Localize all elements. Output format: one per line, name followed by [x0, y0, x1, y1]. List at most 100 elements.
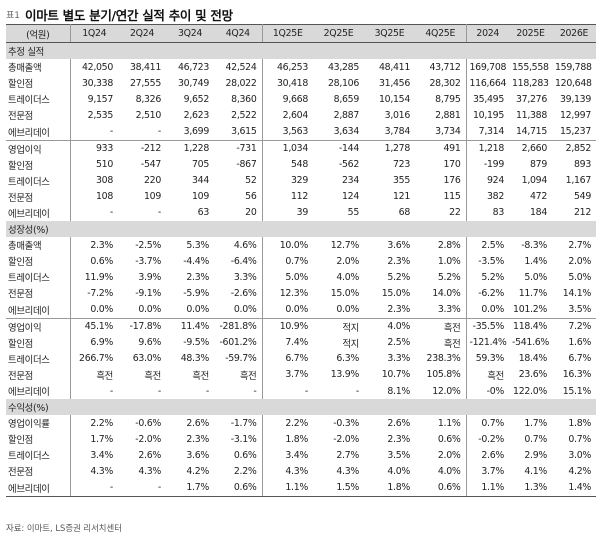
table-cell: 2,852: [552, 139, 596, 157]
table-cell: 14.1%: [562, 287, 592, 299]
table-cell: 108: [96, 191, 113, 203]
table-cell: 924: [487, 175, 504, 187]
table-cell: 1.1%: [466, 479, 509, 497]
table-cell: 234: [342, 175, 359, 187]
table-row: 전문점 -7.2% -9.1% -5.9% -2.6% 12.3% 15.0% 15.0% 14…: [6, 285, 596, 302]
table-cell: 5.0%: [524, 271, 547, 283]
table-cell: 124: [342, 191, 359, 203]
row-label: 전문점: [6, 463, 71, 480]
table-cell: 39: [296, 207, 309, 219]
table-cell: 2,623: [183, 109, 210, 121]
table-cell: 2.6%: [186, 417, 209, 429]
table-cell: -9.1%: [135, 287, 161, 299]
table-cell: 5.0%: [285, 271, 308, 283]
table-cell: 0.0%: [138, 304, 161, 316]
table-cell: -1.7%: [214, 415, 263, 432]
table-cell: 2.6%: [138, 449, 161, 461]
table-cell: 1.8%: [364, 479, 415, 497]
table-cell: 23.6%: [518, 369, 548, 381]
table-cell: -731: [214, 139, 263, 157]
table-cell: 2,510: [135, 109, 162, 121]
table-cell: 238.3%: [415, 350, 467, 367]
table-cell: 9,157: [87, 93, 114, 105]
table-cell: 4.0%: [415, 463, 467, 480]
table-cell: 1.4%: [524, 255, 547, 267]
row-label: 트레이더스: [6, 269, 71, 286]
table-cell: 15.0%: [330, 287, 360, 299]
table-cell: 169,708: [469, 61, 507, 73]
table-cell: 4.0%: [364, 317, 415, 335]
table-cell: 6.7%: [285, 353, 308, 365]
table-cell: 4.3%: [336, 465, 359, 477]
table-cell: 105.8%: [415, 366, 467, 383]
table-row: 영업이익 45.1% -17.8% 11.4% -281.8% 10.9% 적지 4.0% 흑전…: [6, 317, 596, 335]
table-cell: 2.3%: [387, 255, 410, 267]
table-cell: 6.3%: [336, 353, 359, 365]
row-label: 할인점: [6, 75, 71, 92]
table-cell: -: [157, 207, 161, 219]
table-cell: -121.4%: [469, 337, 507, 349]
table-cell: -5.9%: [183, 287, 209, 299]
table-cell: 549: [574, 191, 591, 203]
table-cell: -: [304, 385, 308, 397]
row-label: 할인점: [6, 431, 71, 448]
table-cell: 0.0%: [186, 304, 209, 316]
table-cell: -212: [118, 139, 166, 157]
column-header: 4Q25E: [415, 24, 467, 43]
table-cell: -: [157, 385, 161, 397]
row-label: 전문점: [6, 366, 71, 383]
table-cell: 2.3%: [387, 304, 410, 316]
table-cell: 3,784: [384, 126, 411, 138]
table-cell: 0.6%: [90, 255, 113, 267]
table-cell: 8,360: [214, 91, 263, 108]
table-cell: 2.3%: [387, 433, 410, 445]
table-cell: 적지: [342, 338, 359, 350]
table-cell: 6.9%: [90, 337, 113, 349]
table-cell: 27,555: [129, 77, 161, 89]
table-cell: 0.0%: [90, 304, 113, 316]
table-row: 할인점 6.9% 9.6% -9.5% -601.2% 7.4% 적지 2.5% 흑전 -121.…: [6, 334, 596, 351]
table-row: 영업이익 933 -212 1,228 -731 1,034 -144 1,278 491 1,2…: [6, 139, 596, 157]
section-header-row: 성장성(%): [6, 221, 596, 238]
table-cell: 1.7%: [166, 479, 214, 497]
table-cell: 3.9%: [138, 271, 161, 283]
column-header: 1Q25E: [262, 24, 313, 43]
column-header: 2Q25E: [313, 24, 364, 43]
row-label: 할인점: [6, 334, 71, 351]
table-cell: 38,411: [129, 61, 161, 73]
table-cell: 0.7%: [524, 433, 547, 445]
table-row: 트레이더스 11.9% 3.9% 2.3% 3.3% 5.0% 4.0% 5.2% 5.2% 5.…: [6, 269, 596, 286]
table-cell: 14.0%: [415, 285, 467, 302]
table-cell: 1.8%: [568, 417, 591, 429]
table-cell: 1.3%: [509, 479, 552, 497]
table-cell: 흑전: [487, 370, 504, 382]
table-cell: 3.7%: [285, 369, 308, 381]
table-cell: -601.2%: [214, 334, 263, 351]
table-cell: 12.7%: [330, 239, 360, 251]
table-cell: 28,302: [415, 75, 467, 92]
column-header: 1Q24: [70, 24, 118, 43]
table-row: 할인점 0.6% -3.7% -4.4% -6.4% 0.7% 2.0% 2.3% 1.0% -3…: [6, 253, 596, 270]
table-cell: -3.1%: [214, 431, 263, 448]
table-cell: 20: [214, 204, 263, 222]
table-cell: 30,338: [81, 77, 113, 89]
table-cell: 329: [291, 175, 308, 187]
header-row: (억원) 1Q24 2Q24 3Q24 4Q24 1Q25E 2Q25E 3Q25E 4Q25E…: [6, 24, 596, 43]
table-cell: 2.6%: [387, 417, 410, 429]
table-cell: -281.8%: [214, 317, 263, 335]
table-cell: 3,615: [214, 123, 263, 141]
table-cell: 0.0%: [481, 304, 504, 316]
row-label: 트레이더스: [6, 172, 71, 189]
table-cell: 35,495: [472, 93, 504, 105]
table-cell: 155,558: [512, 61, 549, 73]
table-row: 총매출액 42,050 38,411 46,723 42,524 46,253 43,285…: [6, 59, 596, 76]
table-cell: 46,723: [177, 61, 209, 73]
table-cell: 1.6%: [568, 337, 591, 349]
table-cell: -2.0%: [135, 433, 161, 445]
table-cell: 1,034: [262, 139, 313, 157]
row-label: 트레이더스: [6, 350, 71, 367]
table-cell: 121: [393, 191, 410, 203]
table-cell: 1.1%: [262, 479, 313, 497]
table-cell: 3.5%: [387, 449, 410, 461]
table-cell: 2.7%: [336, 449, 359, 461]
